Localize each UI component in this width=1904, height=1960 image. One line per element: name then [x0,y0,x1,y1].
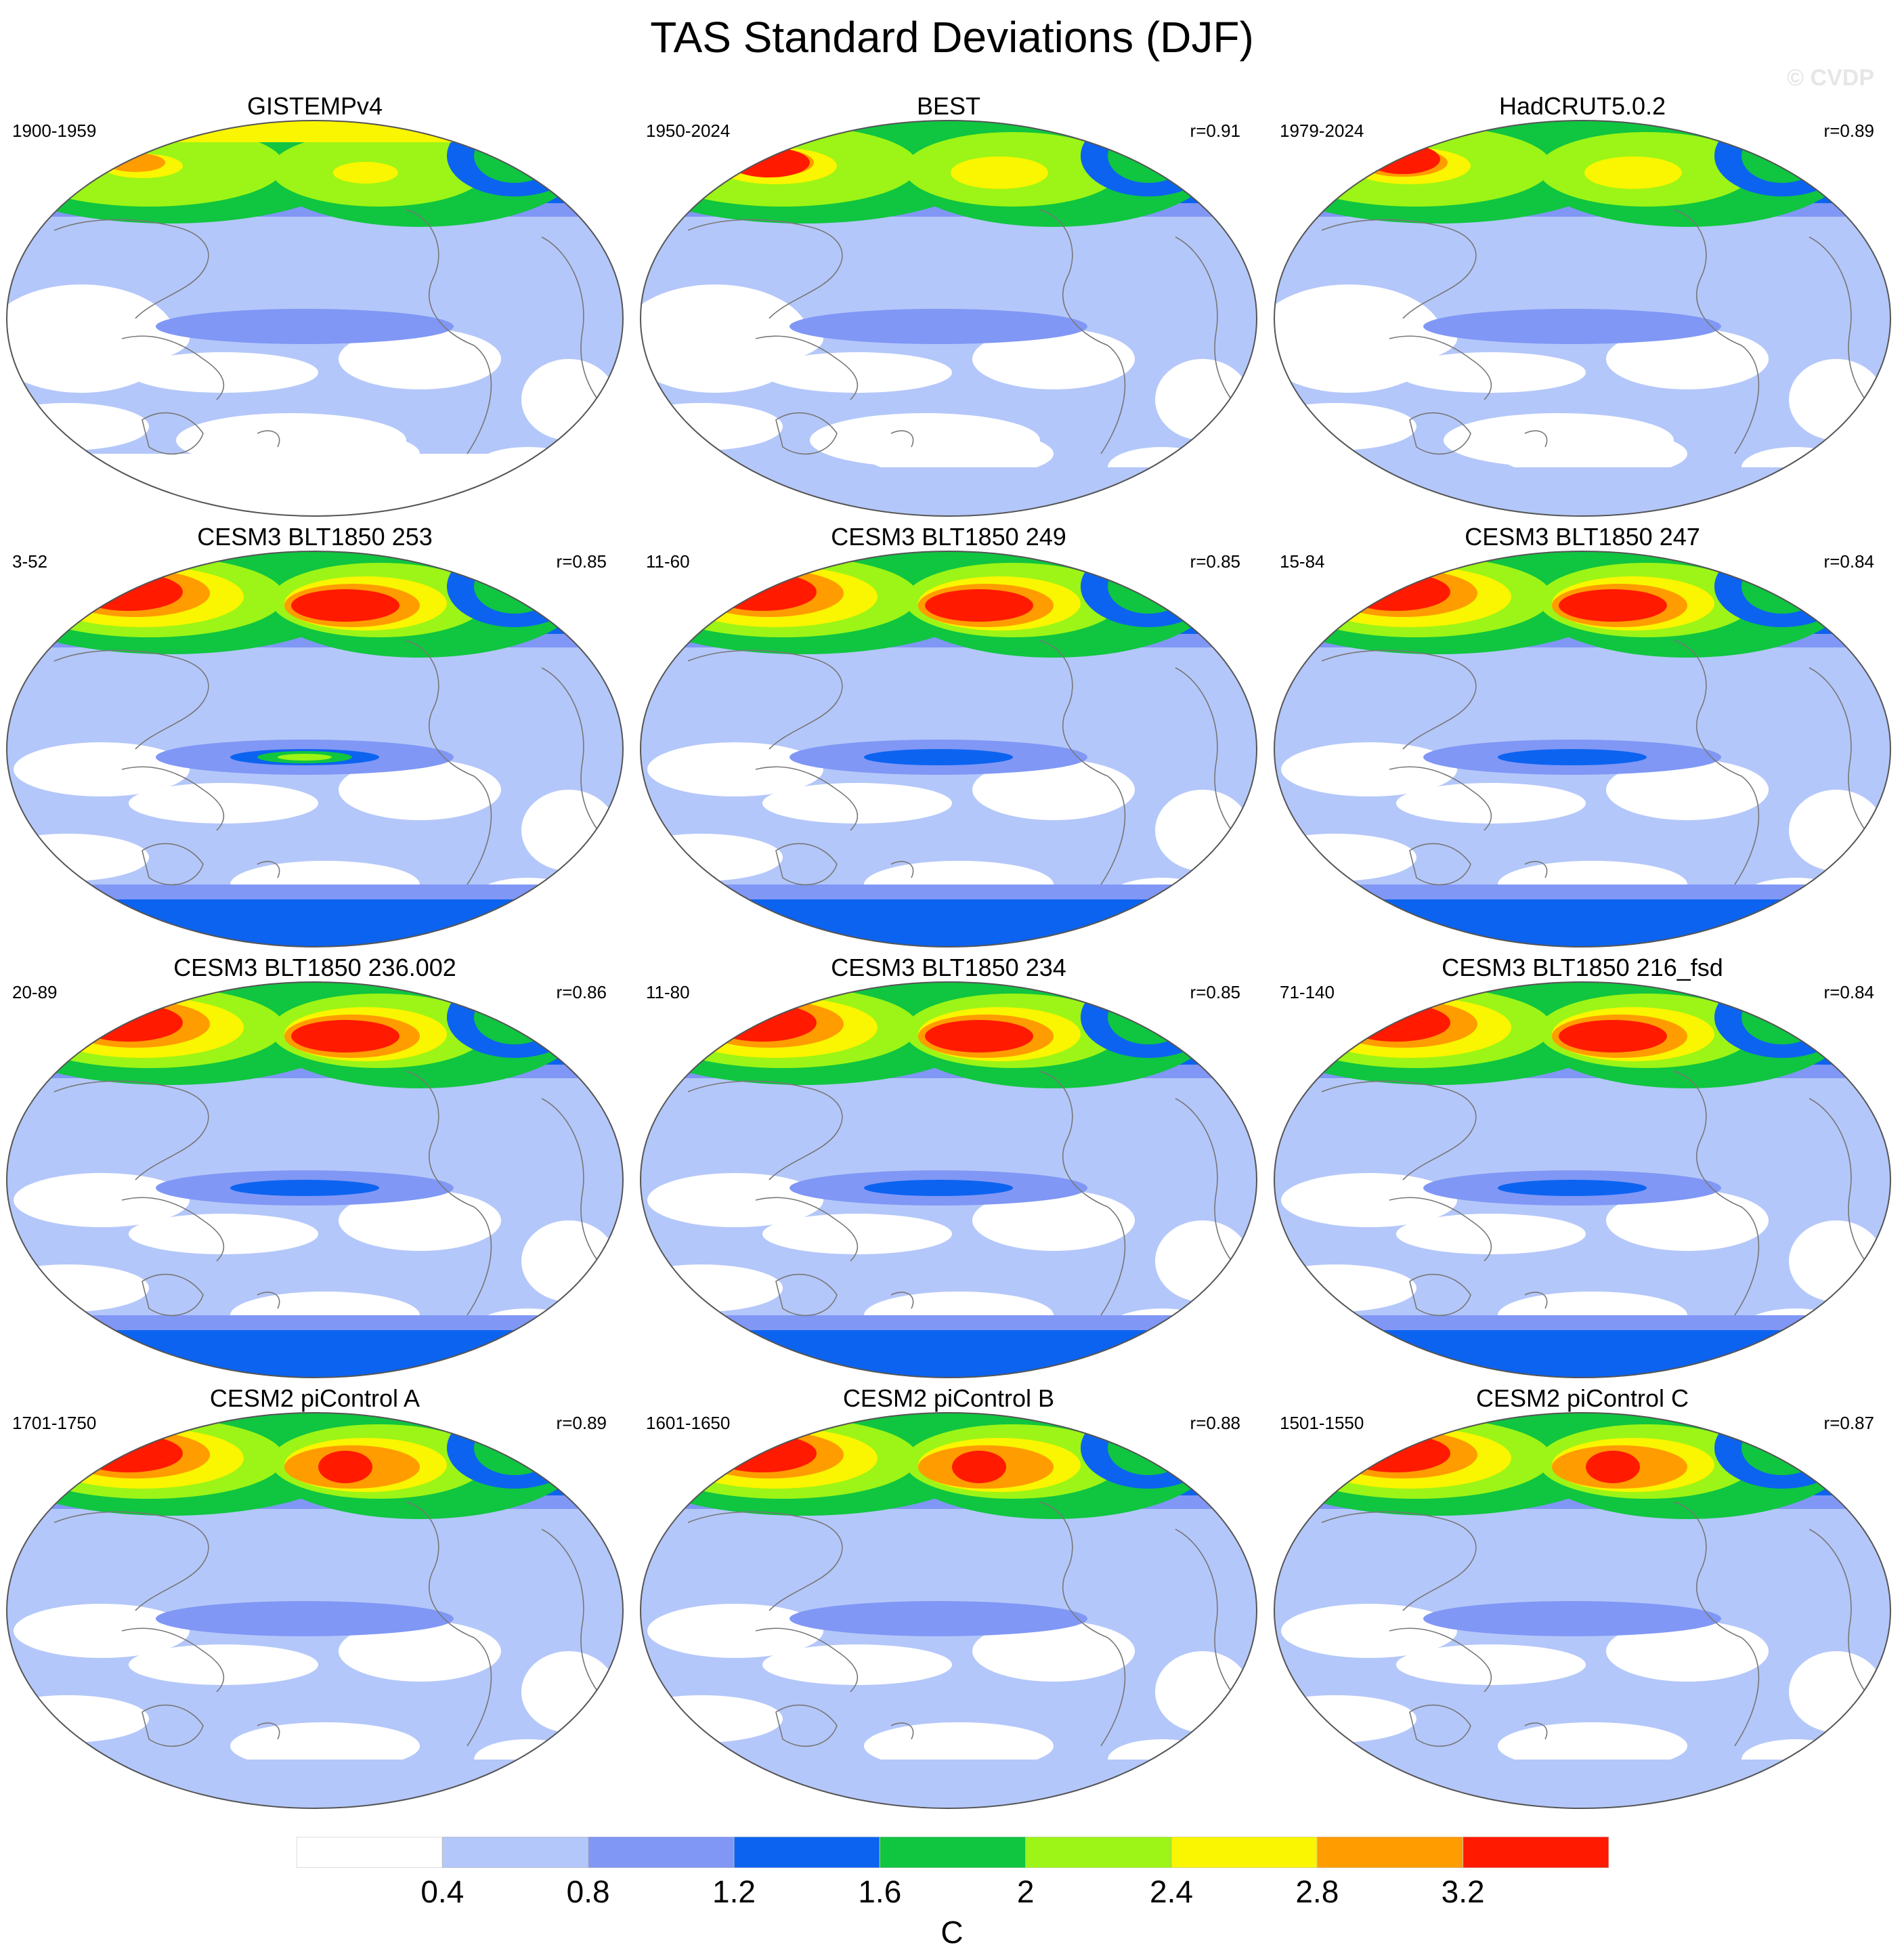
panel-correlation: r=0.89 [1823,121,1874,141]
map-field [1274,121,1890,516]
map-field [1274,1413,1890,1808]
robinson-map [1274,981,1891,1378]
panel-period: 1979-2024 [1280,121,1364,141]
panel-title: CESM2 piControl C [1475,1384,1689,1412]
panel-correlation: r=0.89 [556,1413,607,1433]
panel-title: CESM2 piControl A [209,1384,420,1412]
panel-period: 1601-1650 [646,1413,731,1433]
colorbar-swatch [1316,1837,1464,1868]
panel-correlation: r=0.85 [1190,982,1240,1002]
map-panel: CESM3 BLT1850 253 3-52 r=0.85 [0,523,630,956]
robinson-map [6,1412,624,1809]
colorbar-swatch [733,1837,880,1868]
panel-correlation: r=0.85 [1190,551,1240,572]
panel-correlation: r=0.84 [1823,551,1874,572]
colorbar-tick-label: 2 [1016,1874,1035,1909]
robinson-map [640,981,1257,1378]
map-panel: CESM3 BLT1850 216_fsd 71-140 r=0.84 [1268,954,1897,1387]
colorbar-swatch [297,1837,443,1868]
panel-correlation: r=0.88 [1190,1413,1240,1433]
panel-title: CESM3 BLT1850 249 [831,523,1066,551]
colorbar-unit-label: C [940,1915,964,1950]
map-field [641,982,1257,1378]
panel-period: 1950-2024 [646,121,731,141]
panel-period: 11-60 [646,551,690,572]
figure-title: TAS Standard Deviations (DJF) [650,13,1254,62]
panel-title: GISTEMPv4 [246,92,383,120]
colorbar-tick-label: 1.6 [858,1874,902,1909]
panel-title: CESM2 piControl B [842,1384,1055,1412]
map-panel: BEST 1950-2024 r=0.91 [634,92,1263,526]
colorbar-tick-label: 3.2 [1441,1874,1485,1909]
colorbar-swatch [1463,1837,1609,1868]
colorbar-swatch [879,1837,1026,1868]
panel-period: 11-80 [646,982,690,1002]
colorbar [297,1837,1609,1868]
map-panel: CESM2 piControl A 1701-1750 r=0.89 [0,1384,630,1818]
map-panel: CESM3 BLT1850 247 15-84 r=0.84 [1268,523,1897,956]
map-field [7,1413,623,1808]
robinson-map [1274,1412,1891,1809]
map-panel: CESM3 BLT1850 236.002 20-89 r=0.86 [0,954,630,1387]
panel-correlation: r=0.84 [1823,982,1874,1002]
map-field [641,551,1257,947]
robinson-map [1274,120,1891,517]
map-panel: CESM2 piControl B 1601-1650 r=0.88 [634,1384,1263,1818]
map-field [7,982,623,1378]
panel-correlation: r=0.87 [1823,1413,1874,1433]
robinson-map [6,551,624,947]
panel-period: 1701-1750 [12,1413,97,1433]
panel-title: CESM3 BLT1850 216_fsd [1442,954,1723,981]
map-field [641,1413,1257,1808]
colorbar-swatch [1025,1837,1172,1868]
colorbar-tick-label: 1.2 [712,1874,756,1909]
robinson-map [6,120,624,517]
panel-period: 1900-1959 [12,121,97,141]
colorbar-swatch [441,1837,589,1868]
map-field [7,551,623,947]
panel-title: CESM3 BLT1850 253 [197,523,433,551]
robinson-map [6,981,624,1378]
panel-correlation: r=0.91 [1190,121,1240,141]
colorbar-tick-label: 2.4 [1150,1874,1193,1909]
colorbar-tick-label: 2.8 [1295,1874,1339,1909]
panel-period: 3-52 [12,551,48,572]
colorbar-tick-label: 0.4 [420,1874,464,1909]
robinson-map [1274,551,1891,947]
panel-title: BEST [916,92,981,120]
map-field [1274,982,1890,1378]
panel-correlation: r=0.85 [556,551,607,572]
panel-period: 1501-1550 [1280,1413,1364,1433]
panel-correlation: r=0.86 [556,982,607,1002]
map-panel: GISTEMPv4 1900-1959 [0,92,630,526]
panel-title: CESM3 BLT1850 236.002 [173,954,456,981]
map-field [1274,551,1890,947]
map-panel: CESM3 BLT1850 234 11-80 r=0.85 [634,954,1263,1387]
panel-title: HadCRUT5.0.2 [1498,92,1666,120]
cvdp-watermark: © CVDP [1787,65,1874,91]
map-panel: CESM2 piControl C 1501-1550 r=0.87 [1268,1384,1897,1818]
panel-title: CESM3 BLT1850 234 [831,954,1066,981]
map-panel: CESM3 BLT1850 249 11-60 r=0.85 [634,523,1263,956]
panel-title: CESM3 BLT1850 247 [1465,523,1700,551]
colorbar-tick-label: 0.8 [566,1874,610,1909]
map-field [641,121,1257,516]
panel-period: 20-89 [12,982,58,1002]
colorbar-swatch [1171,1837,1318,1868]
map-field [7,121,623,516]
colorbar-swatch [588,1837,735,1868]
robinson-map [640,551,1257,947]
panel-period: 71-140 [1280,982,1335,1002]
map-panel: HadCRUT5.0.2 1979-2024 r=0.89 [1268,92,1897,526]
panel-period: 15-84 [1280,551,1325,572]
robinson-map [640,120,1257,517]
robinson-map [640,1412,1257,1809]
